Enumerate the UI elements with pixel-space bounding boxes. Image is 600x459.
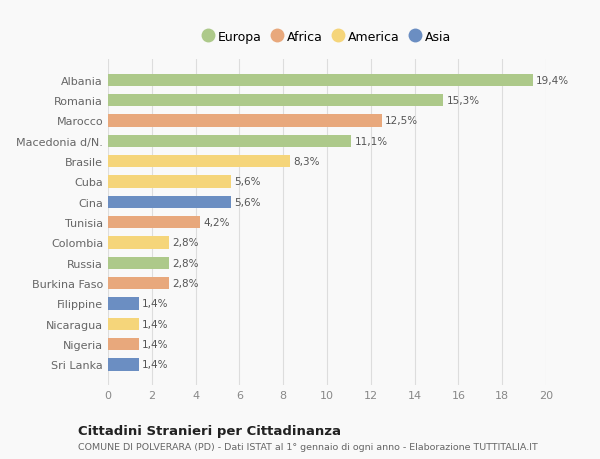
Text: 2,8%: 2,8% [173, 238, 199, 248]
Bar [108, 156, 290, 168]
Bar [108, 95, 443, 107]
Bar [108, 135, 351, 147]
Text: 4,2%: 4,2% [203, 218, 230, 228]
Text: 5,6%: 5,6% [234, 177, 260, 187]
Bar [108, 257, 169, 269]
Bar [108, 196, 230, 208]
Text: 1,4%: 1,4% [142, 360, 169, 369]
Bar [108, 176, 230, 188]
Bar [108, 338, 139, 351]
Text: Cittadini Stranieri per Cittadinanza: Cittadini Stranieri per Cittadinanza [78, 425, 341, 437]
Bar [108, 74, 533, 87]
Text: 1,4%: 1,4% [142, 319, 169, 329]
Text: 5,6%: 5,6% [234, 197, 260, 207]
Bar [108, 298, 139, 310]
Bar [108, 237, 169, 249]
Text: 8,3%: 8,3% [293, 157, 320, 167]
Bar [108, 217, 200, 229]
Bar [108, 358, 139, 371]
Text: 1,4%: 1,4% [142, 299, 169, 309]
Bar [108, 277, 169, 290]
Legend: Europa, Africa, America, Asia: Europa, Africa, America, Asia [199, 27, 455, 47]
Text: 15,3%: 15,3% [446, 96, 479, 106]
Text: 19,4%: 19,4% [536, 76, 569, 85]
Bar [108, 115, 382, 127]
Text: 11,1%: 11,1% [355, 136, 388, 146]
Text: 2,8%: 2,8% [173, 279, 199, 288]
Bar [108, 318, 139, 330]
Text: 1,4%: 1,4% [142, 339, 169, 349]
Text: 12,5%: 12,5% [385, 116, 418, 126]
Text: COMUNE DI POLVERARA (PD) - Dati ISTAT al 1° gennaio di ogni anno - Elaborazione : COMUNE DI POLVERARA (PD) - Dati ISTAT al… [78, 442, 538, 451]
Text: 2,8%: 2,8% [173, 258, 199, 268]
